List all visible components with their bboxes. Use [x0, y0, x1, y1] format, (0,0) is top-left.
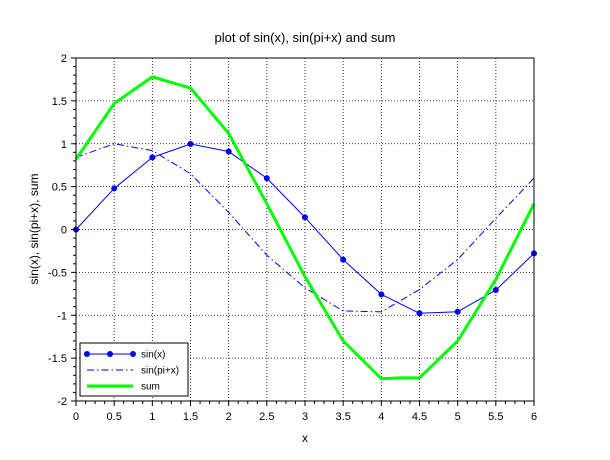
y-tick-label: -1.5 [48, 353, 67, 365]
y-tick-label: 1.5 [52, 96, 67, 108]
x-tick-label: 4 [378, 411, 384, 423]
series-layer [73, 75, 537, 381]
legend-label: sum [141, 382, 160, 393]
series-point [149, 154, 156, 161]
series-point [187, 141, 194, 148]
x-tick-label: 5 [455, 411, 461, 423]
legend-marker [107, 351, 113, 357]
x-tick-label: 2 [226, 411, 232, 423]
legend-marker [84, 351, 90, 357]
x-tick-label: 3 [302, 411, 308, 423]
series-point [378, 291, 385, 298]
y-axis-title: sin(x), sin(pi+x), sum [27, 173, 41, 284]
series-point [454, 308, 461, 315]
x-tick-label: 0.5 [107, 411, 122, 423]
legend-label: sin(x) [141, 350, 165, 361]
series-point [340, 256, 347, 263]
x-axis-title: x [302, 431, 308, 445]
x-tick-label: 2.5 [259, 411, 274, 423]
series-point [492, 287, 499, 294]
series-line-1 [75, 143, 535, 313]
y-tick-label: -0.5 [48, 267, 67, 279]
legend-label: sin(pi+x) [141, 366, 179, 377]
x-tick-label: 4.5 [412, 411, 427, 423]
y-tick-label: 0.5 [52, 182, 67, 194]
x-tick-label: 1 [149, 411, 155, 423]
x-tick-label: 0 [73, 411, 79, 423]
x-tick-label: 6 [531, 411, 537, 423]
series-point [302, 214, 308, 221]
y-tick-label: 2 [61, 53, 67, 65]
y-tick-label: -1 [57, 310, 67, 322]
series-point [416, 310, 423, 317]
x-tick-label: 1.5 [183, 411, 198, 423]
y-tick-label: 1 [61, 139, 67, 151]
x-tick-label: 3.5 [336, 411, 351, 423]
axes: 0 0.5 1 1.5 2 2.5 3 3.5 4 4.5 5 5.5 6 -2 -1.5 -1 -0.5 0 0.… [48, 53, 537, 423]
chart-title: plot of sin(x), sin(pi+x) and sum [215, 30, 396, 45]
x-tick-label: 5.5 [488, 411, 503, 423]
legend-marker [130, 351, 136, 357]
series-point [225, 148, 232, 155]
y-tick-label: -2 [57, 396, 67, 408]
grid [76, 58, 534, 401]
legend: sin(x) sin(pi+x) sum [79, 342, 189, 397]
series-point [111, 185, 118, 192]
series-line-2 [74, 75, 536, 381]
series-point [263, 175, 270, 182]
y-tick-label: 0 [61, 225, 67, 237]
